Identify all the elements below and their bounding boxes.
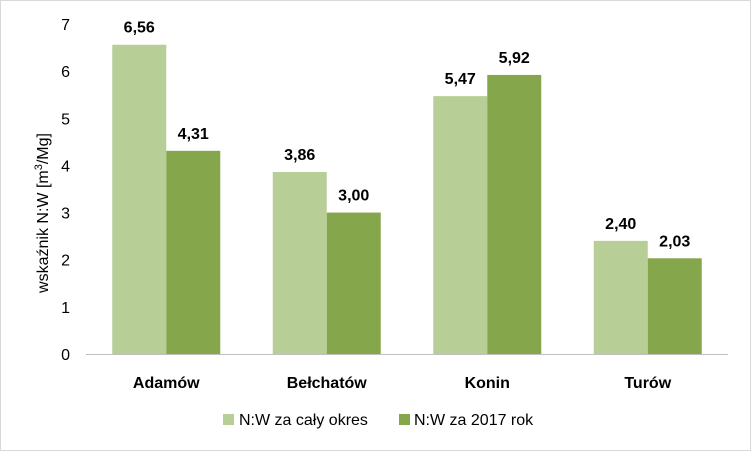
legend-swatch: [399, 414, 410, 425]
y-tick-label: 0: [61, 347, 70, 364]
data-label: 2,40: [605, 216, 636, 233]
y-axis-title: wskaźnik N:W [m3/Mg]: [33, 133, 52, 294]
y-axis-title-unit: /Mg]: [35, 133, 52, 164]
y-tick-label: 4: [61, 158, 70, 175]
bars: [112, 44, 702, 355]
bar-series-2: [166, 150, 221, 354]
y-tick-label: 1: [61, 300, 70, 317]
y-tick-label: 2: [61, 253, 70, 270]
x-tick-label: Adamów: [133, 375, 200, 392]
bar-series-1: [593, 240, 648, 354]
legend-label: N:W za cały okres: [239, 412, 368, 429]
data-label: 5,47: [445, 71, 476, 88]
data-label: 4,31: [178, 126, 209, 143]
bar-series-2: [647, 258, 702, 354]
legend-label: N:W za 2017 rok: [414, 412, 534, 429]
legend: N:W za cały okres N:W za 2017 rok: [223, 412, 534, 429]
y-tick-label: 3: [61, 206, 70, 223]
bar-series-1: [272, 172, 327, 354]
data-label: 6,56: [124, 20, 155, 37]
bar-series-2: [326, 212, 381, 354]
bar-series-1: [112, 44, 167, 354]
data-label: 2,03: [659, 233, 690, 250]
data-label: 5,92: [499, 50, 530, 67]
y-axis-title-superscript: 3: [33, 164, 45, 170]
y-tick-label: 5: [61, 111, 70, 128]
x-tick-label: Bełchatów: [287, 375, 368, 392]
y-axis-title-main: wskaźnik N:W [m: [35, 170, 52, 294]
x-tick-label: Konin: [465, 375, 510, 392]
bar-series-1: [433, 96, 488, 354]
y-axis: 0 1 2 3 4 5 6 7: [61, 17, 70, 364]
x-tick-label: Turów: [624, 375, 671, 392]
legend-swatch: [223, 414, 234, 425]
data-label: 3,86: [284, 147, 315, 164]
data-labels: 6,56 4,31 3,86 3,00 5,47 5,92 2,40 2,03: [124, 20, 691, 251]
y-tick-label: 7: [61, 17, 70, 34]
x-axis: Adamów Bełchatów Konin Turów: [86, 354, 728, 392]
y-tick-label: 6: [61, 64, 70, 81]
data-label: 3,00: [338, 188, 369, 205]
bar-series-2: [487, 74, 542, 355]
